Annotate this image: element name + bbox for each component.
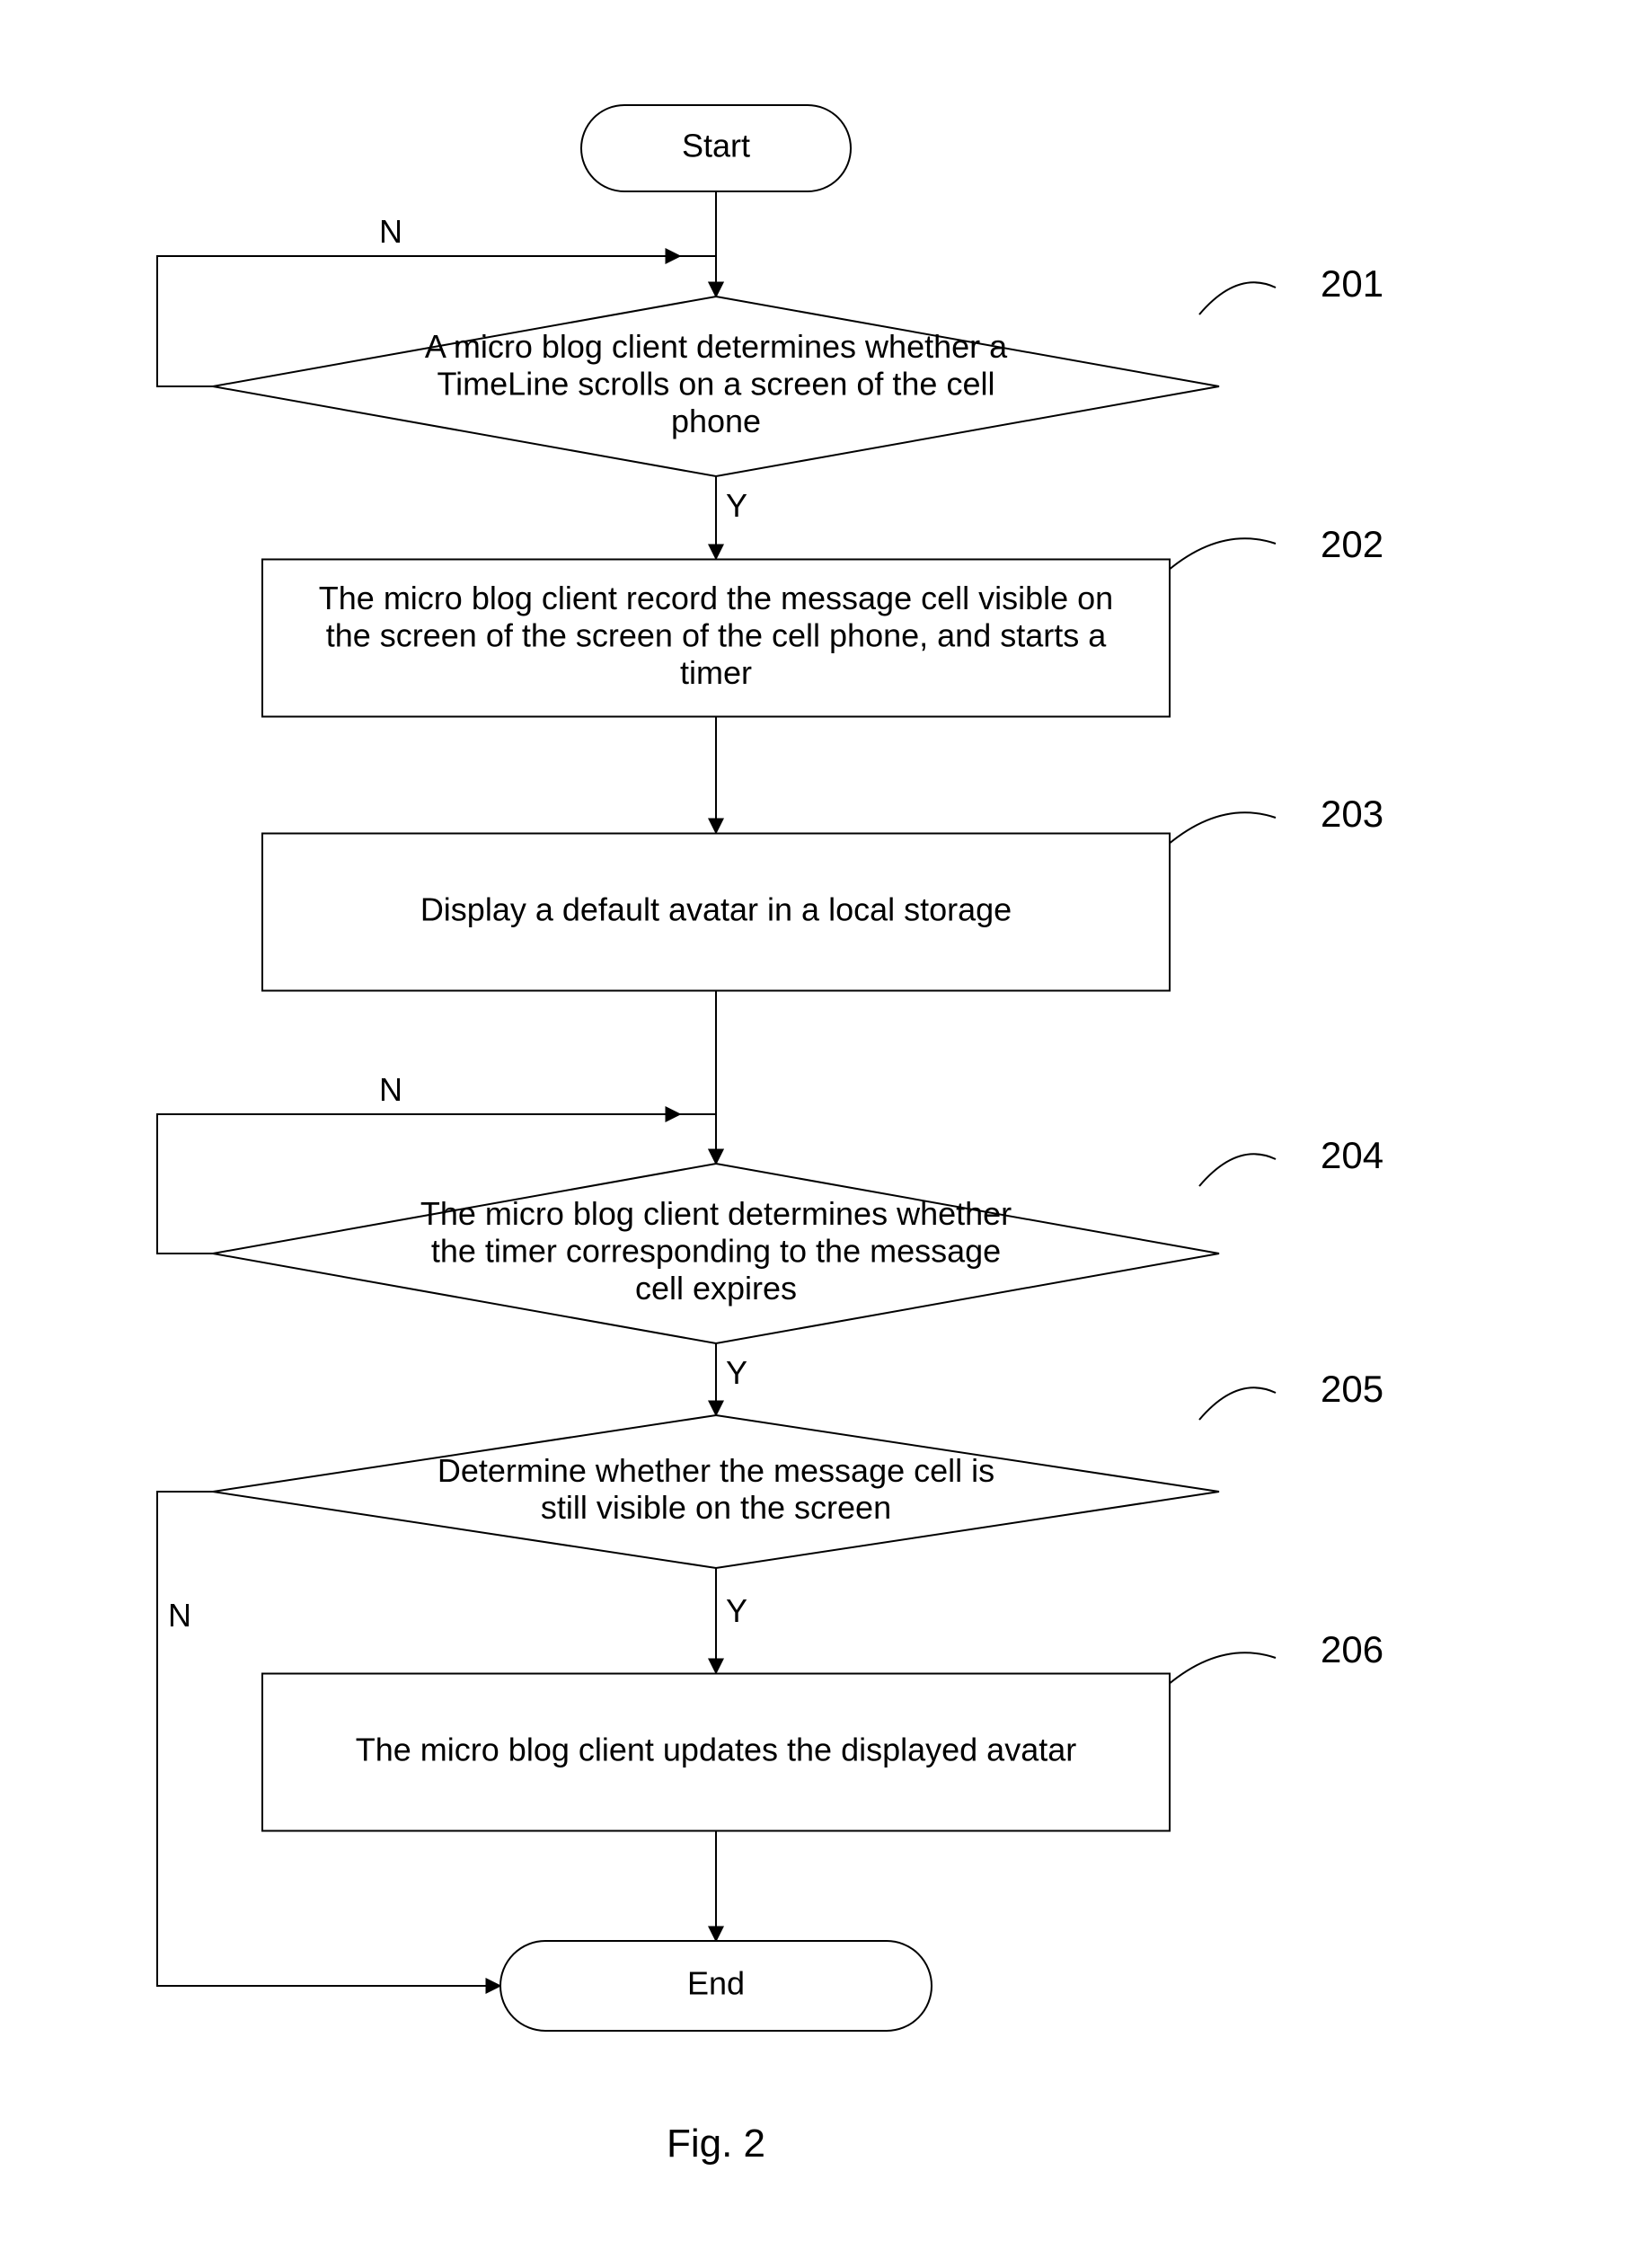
edge-label-4: Y: [726, 1354, 747, 1391]
ref-label-201: 201: [1321, 262, 1383, 305]
flowchart-fig-2: Y Y Y N N N Start A micro blog client determin…: [0, 0, 1644, 2268]
node-p202: The micro blog client record the message…: [262, 560, 1170, 717]
leader-202: [1168, 538, 1276, 571]
node-end: End: [500, 1941, 932, 2031]
edge-label-1: Y: [726, 487, 747, 524]
node-label: Display a default avatar in a local stor…: [420, 891, 1012, 928]
leader-201: [1199, 282, 1276, 315]
node-label: End: [687, 1965, 745, 2002]
edge-label-7: N: [379, 213, 402, 250]
node-d201: A micro blog client determines whether a…: [213, 297, 1219, 476]
ref-label-205: 205: [1321, 1368, 1383, 1410]
node-p203: Display a default avatar in a local stor…: [262, 834, 1170, 991]
edge-label-5: Y: [726, 1592, 747, 1629]
node-label: Start: [682, 128, 750, 164]
ref-label-202: 202: [1321, 523, 1383, 565]
leaders-layer: [1168, 282, 1276, 1685]
ref-label-206: 206: [1321, 1628, 1383, 1670]
nodes-layer: Start A micro blog client determines whet…: [213, 105, 1383, 2031]
leader-204: [1199, 1154, 1276, 1186]
node-p206: The micro blog client updates the displa…: [262, 1674, 1170, 1831]
edge-label-9: N: [168, 1597, 191, 1634]
node-d205: Determine whether the message cell issti…: [213, 1415, 1219, 1568]
node-d204: The micro blog client determines whether…: [213, 1164, 1219, 1343]
leader-205: [1199, 1387, 1276, 1420]
leader-206: [1168, 1652, 1276, 1685]
ref-label-203: 203: [1321, 793, 1383, 835]
ref-label-204: 204: [1321, 1134, 1383, 1176]
node-label: The micro blog client updates the displa…: [356, 1732, 1076, 1768]
edge-label-8: N: [379, 1071, 402, 1108]
node-start: Start: [581, 105, 851, 191]
leader-203: [1168, 812, 1276, 845]
figure-caption: Fig. 2: [667, 2122, 765, 2166]
